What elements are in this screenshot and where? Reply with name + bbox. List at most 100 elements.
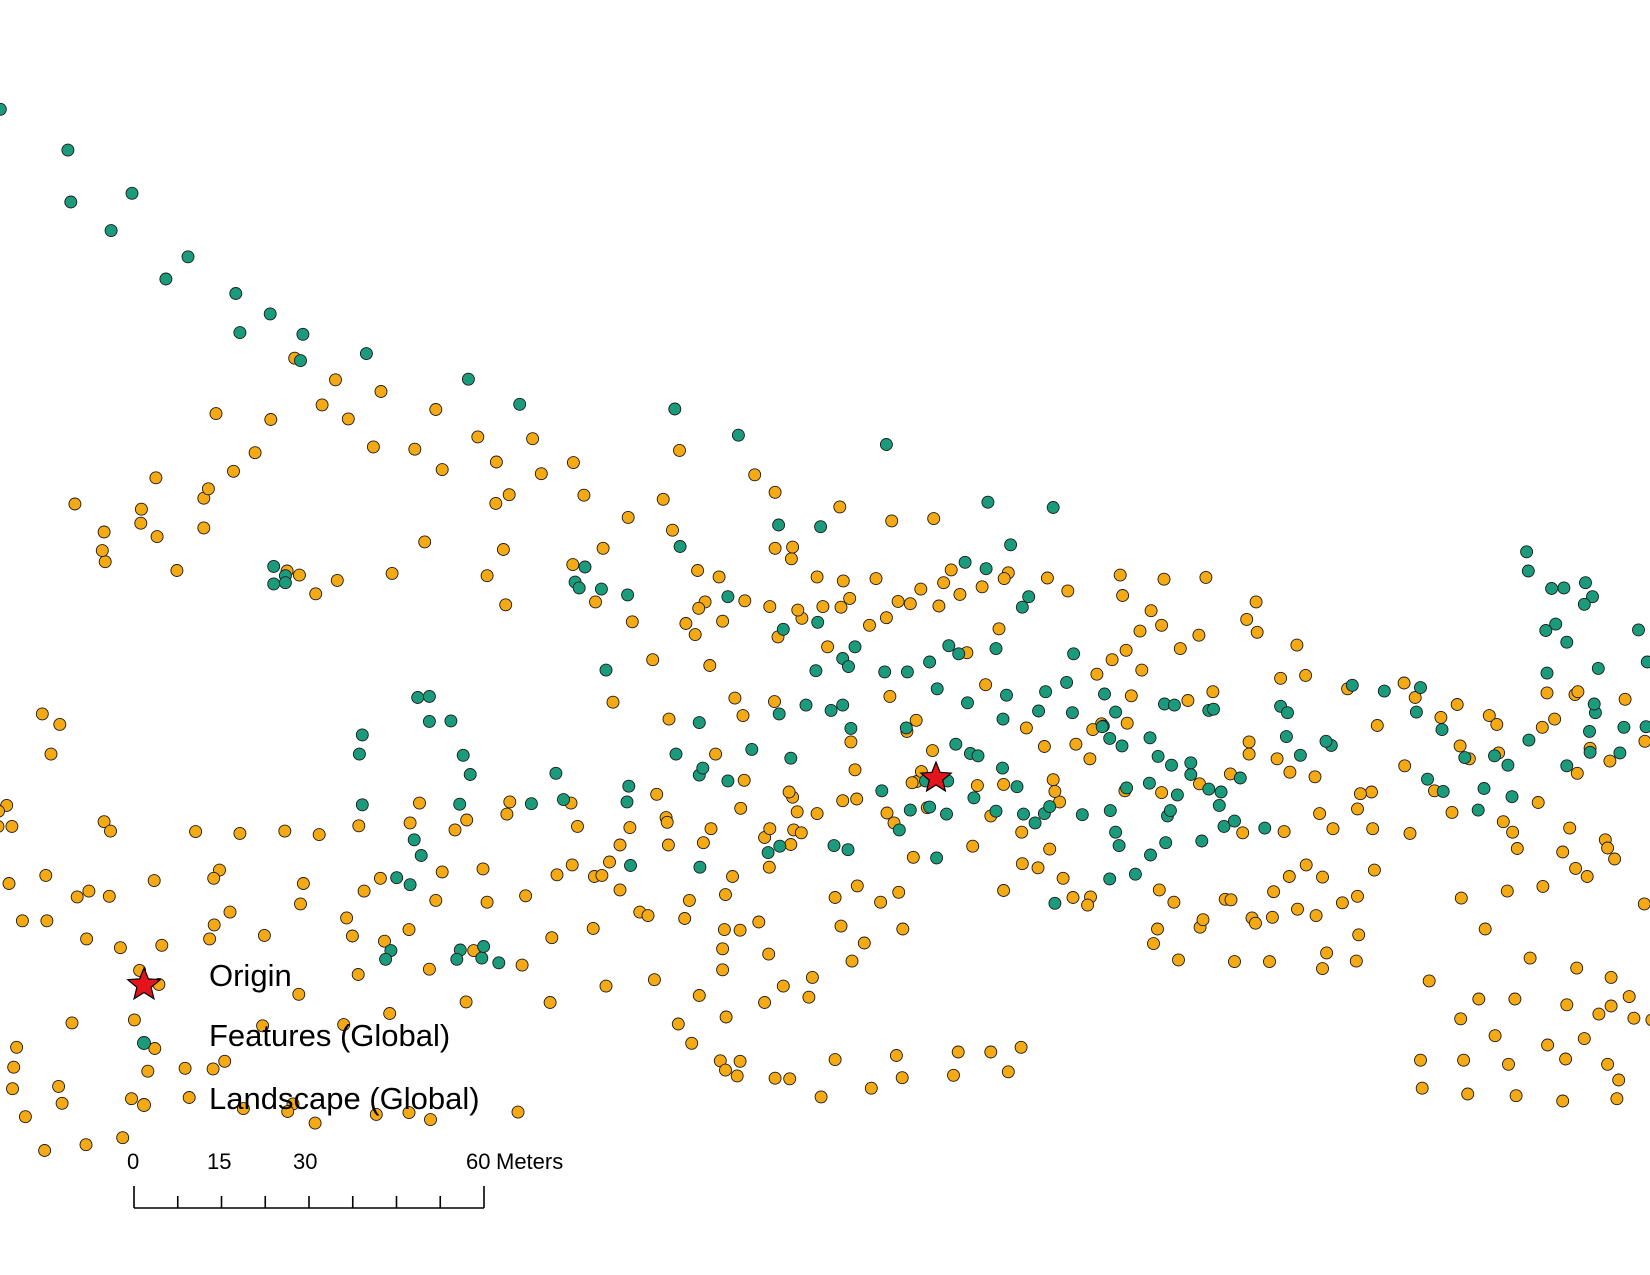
- landscape-point: [218, 1054, 232, 1068]
- landscape-point: [1274, 671, 1288, 685]
- landscape-point: [429, 403, 443, 416]
- landscape-point: [15, 914, 29, 928]
- landscape-point: [408, 442, 422, 456]
- landscape-point: [704, 822, 718, 836]
- landscape-point: [1535, 720, 1549, 734]
- feature-point: [390, 871, 404, 885]
- feature-point: [996, 761, 1009, 775]
- landscape-point: [1090, 667, 1104, 681]
- landscape-point: [496, 543, 510, 556]
- landscape-point: [1403, 826, 1417, 840]
- landscape-point: [1592, 1007, 1606, 1021]
- feature-point: [1319, 734, 1333, 748]
- feature-point: [1195, 834, 1209, 848]
- feature-point: [1000, 688, 1013, 702]
- feature-point: [814, 520, 828, 534]
- landscape-point: [6, 1082, 19, 1096]
- feature-point: [1522, 733, 1536, 747]
- scale-tick-30: 30: [293, 1149, 318, 1174]
- landscape-point: [1309, 909, 1323, 923]
- feature-point: [1028, 816, 1042, 830]
- landscape-point: [1541, 1038, 1555, 1052]
- landscape-point: [891, 594, 905, 608]
- landscape-point: [1290, 638, 1304, 652]
- landscape-point: [1367, 863, 1381, 877]
- landscape-point: [709, 747, 723, 761]
- feature-point: [989, 642, 1003, 656]
- landscape-point: [197, 521, 211, 535]
- landscape-point: [1612, 1073, 1626, 1087]
- feature-point: [229, 287, 243, 300]
- landscape-point: [1627, 1011, 1641, 1025]
- landscape-point: [613, 838, 627, 852]
- landscape-point: [429, 893, 443, 907]
- feature-point: [1163, 804, 1177, 818]
- feature-point: [278, 576, 292, 590]
- landscape-point: [104, 824, 117, 838]
- feature-point: [1217, 819, 1231, 833]
- landscape-point: [768, 1071, 782, 1085]
- feature-point: [1577, 597, 1591, 611]
- landscape-point: [810, 807, 824, 821]
- feature-point: [1207, 702, 1220, 716]
- feature-point: [1639, 720, 1650, 734]
- landscape-point: [850, 879, 864, 893]
- landscape-point: [1601, 1057, 1615, 1071]
- landscape-point: [879, 611, 893, 625]
- feature-point: [594, 582, 608, 596]
- feature-point: [1233, 771, 1247, 785]
- landscape-point: [1457, 1053, 1471, 1067]
- feature-point: [1184, 756, 1198, 770]
- feature-point: [1043, 800, 1057, 814]
- feature-point: [772, 707, 786, 721]
- feature-point: [875, 784, 889, 798]
- feature-point: [1293, 748, 1307, 762]
- feature-point: [1017, 807, 1030, 821]
- feature-point: [599, 663, 613, 677]
- landscape-point: [869, 572, 883, 586]
- feature-point: [981, 495, 995, 509]
- landscape-point: [1250, 625, 1264, 639]
- landscape-point: [294, 897, 307, 911]
- landscape-point: [1351, 889, 1364, 903]
- feature-point: [621, 588, 635, 602]
- feature-point: [1377, 684, 1391, 698]
- landscape-point: [656, 492, 670, 506]
- landscape-point: [857, 936, 871, 950]
- landscape-point: [768, 485, 782, 499]
- legend-origin-label: Origin: [209, 958, 292, 993]
- landscape-point: [1454, 1012, 1468, 1026]
- feature-point: [1010, 780, 1024, 794]
- feature-point: [159, 272, 173, 286]
- landscape-point: [1556, 845, 1570, 859]
- feature-point: [900, 665, 914, 679]
- landscape-point: [1282, 870, 1296, 883]
- feature-point: [477, 940, 491, 953]
- landscape-point: [966, 839, 980, 853]
- landscape-point: [1397, 676, 1411, 690]
- landscape-point: [264, 413, 278, 426]
- feature-point: [669, 747, 683, 761]
- landscape-point: [489, 455, 503, 469]
- landscape-point: [1291, 902, 1304, 916]
- landscape-point: [1645, 1013, 1650, 1027]
- landscape-point: [1046, 773, 1060, 787]
- scale-tick-0: 0: [127, 1149, 140, 1174]
- feature-point: [1435, 723, 1449, 737]
- features-points-layer: [0, 102, 1650, 970]
- landscape-point: [1604, 999, 1618, 1013]
- landscape-point: [201, 482, 215, 496]
- landscape-point: [1066, 891, 1080, 904]
- landscape-point: [147, 874, 161, 888]
- landscape-point: [330, 573, 344, 587]
- landscape-point: [383, 1007, 397, 1020]
- feature-point: [1414, 681, 1427, 695]
- landscape-point: [1540, 686, 1554, 700]
- feature-point: [878, 665, 892, 679]
- feature-point: [668, 402, 682, 416]
- landscape-point: [373, 871, 387, 885]
- feature-point: [1409, 705, 1423, 719]
- origin-layer: [919, 760, 953, 793]
- feature-point: [379, 952, 393, 966]
- feature-point: [1115, 739, 1129, 753]
